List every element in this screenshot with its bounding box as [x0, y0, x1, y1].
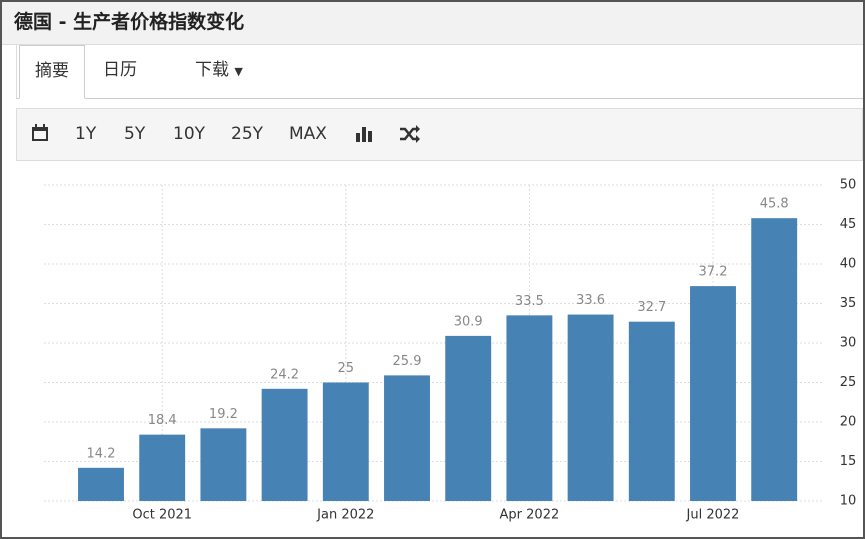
bar: [78, 467, 124, 501]
tab[interactable]: 日历: [103, 60, 137, 80]
value-label: 30.9: [454, 314, 483, 329]
bar: [690, 286, 736, 501]
y-tick-label: 40: [840, 257, 857, 272]
range-button[interactable]: MAX: [289, 124, 327, 144]
y-tick-label: 20: [840, 415, 857, 430]
value-label: 14.2: [87, 446, 116, 461]
x-tick-label: Jul 2022: [686, 508, 740, 523]
chart: 10 15 20 25 30 35 40 45 50 Oct 2021 Jan 2022 Apr 20…: [44, 178, 857, 523]
y-tick-label: 35: [840, 296, 857, 311]
bar: [261, 388, 308, 501]
x-tick-label: Apr 2022: [500, 508, 560, 523]
bar: [751, 218, 798, 501]
range-button[interactable]: 5Y: [124, 124, 146, 144]
tab-label[interactable]: 下载: [195, 60, 229, 80]
range-button[interactable]: 10Y: [173, 124, 206, 144]
value-label: 18.4: [148, 413, 177, 428]
value-label: 37.2: [699, 265, 728, 280]
y-tick-label: 30: [840, 336, 857, 351]
y-tick-label: 50: [840, 178, 857, 193]
y-tick-label: 10: [840, 494, 857, 509]
value-label: 33.6: [576, 293, 605, 308]
tab-bar: 摘要 日历 下载 ▼: [16, 45, 863, 99]
y-tick-label: 45: [840, 217, 857, 232]
caret: ▼: [234, 65, 243, 78]
bar: [384, 375, 430, 501]
x-tick-label: Jan 2022: [316, 508, 374, 523]
shuffle-icon[interactable]: [399, 125, 421, 143]
bar: [445, 335, 492, 501]
bar: [200, 428, 247, 501]
y-tick-label: 15: [840, 454, 857, 469]
value-label: 24.2: [270, 367, 299, 382]
bar: [322, 382, 369, 501]
tab[interactable]: 摘要: [19, 45, 85, 99]
x-tick-label: Oct 2021: [132, 508, 192, 523]
value-label: 25.9: [393, 354, 422, 369]
bar-chart-icon[interactable]: [355, 125, 373, 143]
value-label: 32.7: [637, 300, 666, 315]
bar: [139, 434, 186, 501]
tab[interactable]: 下载 ▼: [195, 45, 243, 97]
value-label: 45.8: [760, 197, 789, 212]
range-button[interactable]: 1Y: [75, 124, 97, 144]
bar: [628, 321, 675, 501]
toolbar: 1Y 5Y 10Y 25Y MAX: [16, 108, 863, 161]
range-button[interactable]: 25Y: [231, 124, 264, 144]
value-label: 19.2: [209, 407, 238, 422]
header-title: 德国 - 生产者价格指数变化: [2, 2, 863, 45]
bar: [567, 314, 614, 501]
bar: [506, 315, 553, 501]
value-label: 25: [338, 361, 355, 376]
calendar-icon[interactable]: [31, 124, 49, 142]
y-tick-label: 25: [840, 375, 857, 390]
value-label: 33.5: [515, 294, 544, 309]
